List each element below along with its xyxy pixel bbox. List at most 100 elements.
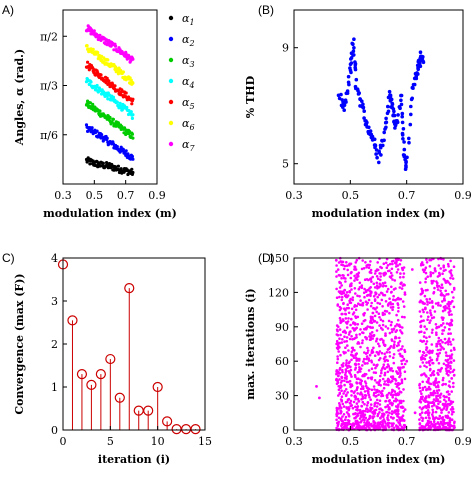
iteration-point: [384, 284, 388, 288]
legend-marker: [168, 57, 174, 63]
iteration-point: [358, 303, 362, 307]
iteration-point: [362, 385, 365, 388]
iteration-point: [341, 419, 345, 423]
iteration-point: [355, 419, 359, 423]
thd-point: [361, 102, 365, 107]
iteration-point: [371, 350, 374, 354]
iteration-point: [435, 345, 439, 348]
iteration-point: [384, 400, 387, 403]
iteration-point: [423, 331, 426, 335]
iteration-point: [392, 426, 396, 430]
iteration-point: [373, 314, 377, 318]
iteration-point: [423, 427, 427, 430]
thd-point: [360, 99, 364, 103]
iteration-point: [363, 409, 367, 413]
iteration-point: [345, 359, 348, 362]
iteration-point: [441, 424, 445, 427]
iteration-point: [446, 262, 450, 266]
alpha-6-point: [121, 70, 125, 74]
iteration-point: [419, 315, 423, 318]
iteration-point: [424, 400, 427, 404]
iteration-point: [376, 301, 380, 305]
iteration-point: [370, 424, 374, 428]
iteration-point: [341, 291, 345, 295]
iteration-point: [393, 279, 397, 282]
iteration-point: [452, 385, 455, 389]
legend-label: α6: [182, 117, 195, 132]
alpha-7-point: [114, 44, 118, 48]
iteration-point: [367, 421, 370, 425]
iteration-point: [441, 318, 445, 322]
iteration-point: [420, 287, 424, 291]
thd-point: [401, 137, 405, 141]
iteration-point: [377, 342, 380, 346]
iteration-point: [349, 399, 353, 403]
iteration-point: [368, 270, 372, 274]
iteration-point: [431, 328, 434, 332]
x-axis-label: modulation index (m): [312, 453, 446, 466]
iteration-point: [394, 330, 398, 334]
iteration-point: [388, 311, 391, 315]
thd-point: [342, 103, 347, 107]
iteration-point: [447, 411, 451, 414]
iteration-point: [418, 310, 422, 313]
iteration-point: [428, 363, 432, 367]
iteration-point: [391, 302, 395, 306]
iteration-point: [378, 390, 381, 393]
panel-4: 0.3 0.5 0.7 0.9 0 30 60 90 120 150 modulation inde…: [244, 251, 472, 466]
iteration-point: [338, 281, 342, 285]
iteration-point: [348, 337, 352, 341]
iteration-point: [335, 328, 339, 332]
iteration-point: [423, 385, 427, 389]
iteration-point: [345, 264, 349, 268]
iteration-point: [356, 405, 360, 408]
iteration-point: [431, 410, 435, 414]
iteration-point: [451, 338, 455, 341]
iteration-point: [396, 405, 400, 408]
iteration-point: [399, 401, 402, 404]
thd-point: [412, 82, 417, 87]
iteration-point: [358, 408, 362, 412]
y-tick-label: 0: [51, 424, 58, 437]
iteration-point: [339, 410, 343, 413]
iteration-point: [421, 373, 424, 376]
iteration-point: [420, 261, 424, 264]
legend-marker: [168, 78, 174, 84]
iteration-point: [395, 298, 399, 301]
iteration-point: [344, 280, 347, 283]
iteration-point: [383, 343, 387, 347]
iteration-point: [418, 384, 421, 387]
iteration-point: [447, 332, 450, 336]
iteration-point: [338, 402, 341, 405]
iteration-point: [353, 416, 356, 420]
stem-marker: [86, 379, 97, 390]
iteration-point: [358, 295, 361, 298]
iteration-point: [390, 267, 394, 271]
iteration-point: [339, 321, 342, 325]
iteration-point: [388, 351, 391, 354]
iteration-point: [439, 393, 442, 397]
thd-point: [421, 60, 426, 65]
iteration-point: [359, 345, 362, 349]
iteration-point: [361, 413, 365, 417]
iteration-point: [372, 412, 375, 416]
iteration-point: [399, 297, 403, 301]
iteration-point: [389, 291, 393, 294]
iteration-point: [426, 311, 429, 314]
iteration-point: [445, 408, 448, 412]
alpha-2-point: [100, 133, 104, 137]
iteration-point: [421, 419, 424, 423]
iteration-point: [371, 326, 375, 329]
thd-point: [367, 125, 371, 130]
iteration-point: [354, 354, 357, 357]
iteration-point: [339, 333, 342, 337]
iteration-point: [356, 294, 359, 298]
iteration-point: [447, 396, 451, 400]
iteration-point: [400, 266, 404, 270]
iteration-point: [396, 383, 400, 387]
x-tick-label: 0.3: [285, 189, 303, 202]
iteration-point: [402, 275, 405, 279]
iteration-point: [390, 274, 394, 277]
iteration-point: [449, 276, 452, 280]
iteration-point: [398, 263, 402, 266]
